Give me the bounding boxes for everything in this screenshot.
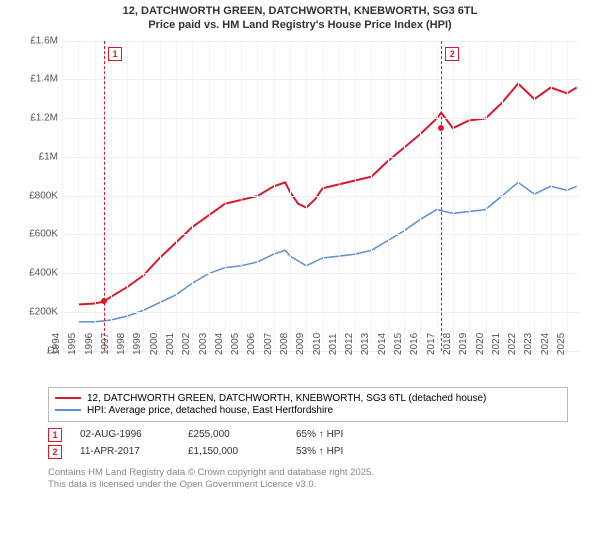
transaction-row: 1 02-AUG-1996 £255,000 65% ↑ HPI xyxy=(48,428,586,442)
transaction-date: 11-APR-2017 xyxy=(80,446,170,457)
legend-label: 12, DATCHWORTH GREEN, DATCHWORTH, KNEBWO… xyxy=(87,393,486,404)
y-tick-label: £600K xyxy=(20,229,58,240)
y-tick-label: £1.6M xyxy=(20,35,58,46)
legend-label: HPI: Average price, detached house, East… xyxy=(87,405,333,416)
attribution-text: Contains HM Land Registry data © Crown c… xyxy=(48,467,586,492)
chart-container: 12, DATCHWORTH GREEN, DATCHWORTH, KNEBWO… xyxy=(0,0,600,560)
title-block: 12, DATCHWORTH GREEN, DATCHWORTH, KNEBWO… xyxy=(6,4,594,33)
transaction-date: 02-AUG-1996 xyxy=(80,429,170,440)
transaction-row: 2 11-APR-2017 £1,150,000 53% ↑ HPI xyxy=(48,445,586,459)
y-tick-label: £1.2M xyxy=(20,113,58,124)
attribution-line-1: Contains HM Land Registry data © Crown c… xyxy=(48,467,586,479)
plot-region: 12 xyxy=(62,41,580,351)
y-tick-label: £800K xyxy=(20,190,58,201)
transaction-price: £1,150,000 xyxy=(188,446,278,457)
title-line-2: Price paid vs. HM Land Registry's House … xyxy=(6,18,594,32)
legend-item-hpi: HPI: Average price, detached house, East… xyxy=(55,405,561,416)
legend-item-price_paid: 12, DATCHWORTH GREEN, DATCHWORTH, KNEBWO… xyxy=(55,393,561,404)
legend-box: 12, DATCHWORTH GREEN, DATCHWORTH, KNEBWO… xyxy=(48,387,568,422)
marker-badge-1: 1 xyxy=(108,47,122,61)
legend-swatch xyxy=(55,397,81,399)
chart-area: £0£200K£400K£600K£800K£1M£1.2M£1.4M£1.6M… xyxy=(20,41,580,381)
transaction-price: £255,000 xyxy=(188,429,278,440)
transaction-badge: 1 xyxy=(48,428,62,442)
y-tick-label: £200K xyxy=(20,306,58,317)
x-tick-label: 2025 xyxy=(556,332,582,354)
transaction-delta: 65% ↑ HPI xyxy=(296,429,343,440)
marker-badge-2: 2 xyxy=(445,47,459,61)
y-tick-label: £400K xyxy=(20,268,58,279)
marker-point-1 xyxy=(101,298,107,304)
title-line-1: 12, DATCHWORTH GREEN, DATCHWORTH, KNEBWO… xyxy=(6,4,594,18)
y-tick-label: £1.4M xyxy=(20,74,58,85)
transactions-table: 1 02-AUG-1996 £255,000 65% ↑ HPI 2 11-APR-201… xyxy=(48,428,586,459)
legend-swatch xyxy=(55,409,81,411)
transaction-delta: 53% ↑ HPI xyxy=(296,446,343,457)
attribution-line-2: This data is licensed under the Open Gov… xyxy=(48,479,586,491)
marker-line-2 xyxy=(441,41,442,351)
transaction-badge: 2 xyxy=(48,445,62,459)
y-tick-label: £1M xyxy=(20,151,58,162)
marker-point-2 xyxy=(438,125,444,131)
